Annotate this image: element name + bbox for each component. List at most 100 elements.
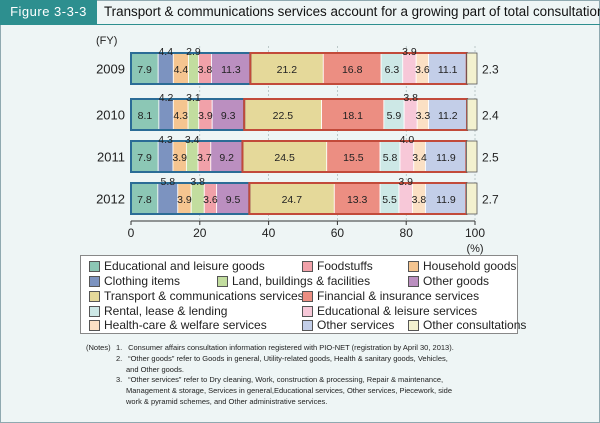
data-label: 3.8 (403, 92, 418, 104)
y-axis-label: (FY) (96, 35, 117, 47)
legend-item: Educational and leisure goods (89, 259, 265, 273)
data-label: 9.3 (221, 110, 236, 122)
data-label: 3.9 (177, 194, 192, 206)
data-label: 5.9 (387, 110, 402, 122)
note-number: 3. (116, 375, 123, 385)
data-label: 2.5 (482, 151, 499, 165)
legend-item: Financial & insurance services (302, 289, 479, 303)
note-line: (Notes) 1. Consumer affairs consultation … (86, 343, 591, 354)
data-label: 2.9 (186, 46, 201, 58)
note-line: 3. “Other services” refer to Dry cleanin… (86, 375, 591, 386)
legend-swatch (408, 276, 419, 287)
note-line: 2. “Other goods” refer to Goods in gener… (86, 354, 591, 365)
data-label: 13.3 (347, 194, 368, 206)
note-number: 2. (116, 353, 123, 363)
note-text: and Other goods. (126, 364, 184, 374)
legend-item: Household goods (408, 259, 516, 273)
data-label: 4.4 (174, 64, 189, 76)
data-label: 3.8 (412, 194, 427, 206)
legend-swatch (89, 320, 100, 331)
note-text: “Other goods” refer to Goods in general,… (126, 353, 448, 363)
data-label: 3.8 (198, 64, 213, 76)
data-label: 5.8 (161, 176, 176, 188)
figure-label: Figure 3-3-3 (0, 0, 97, 24)
note-number: 1. (116, 343, 123, 352)
bar-segment (465, 140, 478, 173)
legend-label: Rental, lease & lending (104, 304, 228, 318)
data-label: 4.3 (158, 134, 173, 146)
x-tick-label: 0 (128, 226, 135, 240)
data-label: 15.5 (343, 152, 364, 164)
data-label: 9.5 (226, 194, 241, 206)
note-text: Consumer affairs consultation informatio… (126, 343, 454, 352)
data-label: 18.1 (342, 110, 363, 122)
data-label: 8.1 (138, 110, 153, 122)
x-tick-label: 100 (465, 226, 485, 240)
data-label: 16.8 (342, 64, 363, 76)
legend-item: Other goods (408, 274, 489, 288)
data-label: 3.1 (186, 92, 201, 104)
data-label: 3.7 (197, 152, 212, 164)
x-tick-label: 40 (262, 226, 276, 240)
data-label: 3.3 (416, 110, 431, 122)
data-label: 7.8 (137, 194, 152, 206)
bar-segment (466, 52, 478, 85)
legend-swatch (217, 276, 228, 287)
bar-segment (465, 182, 478, 215)
legend-swatch (408, 261, 419, 272)
legend-item: Land, buildings & facilities (217, 274, 370, 288)
data-label: 3.4 (412, 152, 427, 164)
legend-label: Foodstuffs (317, 259, 373, 273)
bar-segment (216, 182, 250, 215)
category-label: 2011 (97, 150, 125, 165)
data-label: 3.6 (415, 64, 430, 76)
legend-item: Transport & communications services (89, 289, 304, 303)
legend-item: Health-care & welfare services (89, 318, 267, 332)
data-label: 4.4 (158, 46, 173, 58)
data-label: 4.0 (400, 134, 415, 146)
legend-swatch (408, 320, 419, 331)
data-label: 11.3 (221, 64, 241, 76)
legend-swatch (302, 291, 313, 302)
data-label: 7.9 (137, 152, 152, 164)
data-label: 2.4 (482, 109, 499, 123)
bar-segment (428, 52, 468, 85)
notes-prefix: (Notes) (86, 343, 111, 352)
legend-label: Financial & insurance services (317, 289, 480, 303)
legend-item: Clothing items (89, 274, 180, 288)
legend-label: Health-care & welfare services (104, 318, 267, 332)
data-label: 4.3 (173, 110, 188, 122)
note-text: “Other services” refer to Dry cleaning, … (126, 375, 444, 385)
legend-label: Clothing items (104, 274, 181, 288)
notes-section: (Notes) 1. Consumer affairs consultation … (86, 343, 591, 408)
legend-label: Other goods (423, 274, 490, 288)
legend-swatch (302, 261, 313, 272)
data-label: 21.2 (277, 64, 298, 76)
legend-item: Other consultations (408, 318, 526, 332)
legend-swatch (89, 261, 100, 272)
data-label: 24.5 (274, 152, 295, 164)
legend-item: Foodstuffs (302, 259, 373, 273)
figure-title: Transport & communications services acco… (104, 4, 600, 19)
note-line: and Other goods. (86, 365, 591, 376)
data-label: 22.5 (273, 110, 294, 122)
category-label: 2009 (96, 62, 125, 77)
legend-label: Other consultations (423, 318, 527, 332)
legend-item: Rental, lease & lending (89, 304, 227, 318)
data-label: 5.5 (382, 194, 397, 206)
data-label: 3.9 (398, 176, 413, 188)
legend-item: Educational & leisure services (302, 304, 477, 318)
data-label: 5.8 (383, 152, 398, 164)
data-label: 11.1 (438, 64, 458, 76)
category-label: 2010 (96, 108, 125, 123)
data-label: 3.9 (172, 152, 187, 164)
x-axis-unit: (%) (466, 243, 483, 255)
x-tick-label: 80 (400, 226, 414, 240)
data-label: 3.8 (190, 176, 205, 188)
legend-swatch (89, 291, 100, 302)
legend-swatch (89, 276, 100, 287)
category-label: 2012 (96, 192, 125, 207)
legend-item: Other services (302, 318, 394, 332)
legend-label: Land, buildings & facilities (232, 274, 371, 288)
data-label: 2.3 (482, 63, 499, 77)
